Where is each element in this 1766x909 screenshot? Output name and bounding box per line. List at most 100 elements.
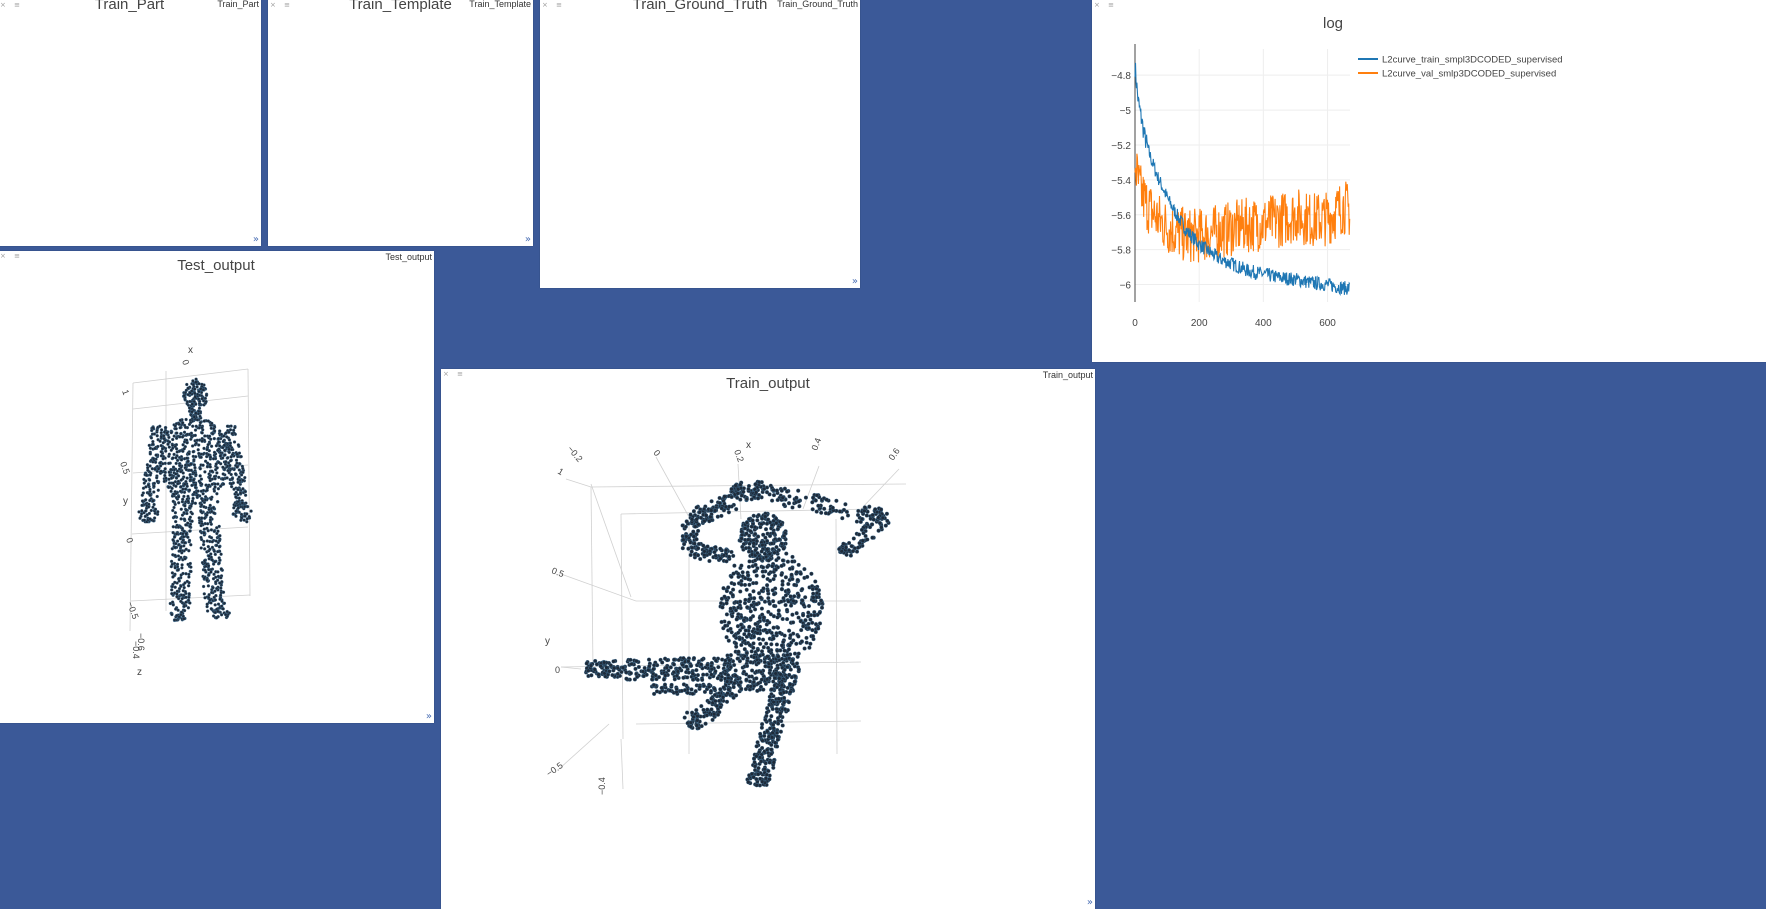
cloud-point — [734, 694, 738, 698]
cloud-point — [733, 681, 737, 685]
cloud-point — [713, 509, 717, 513]
resize-handle-icon[interactable]: » — [253, 234, 259, 245]
cloud-point — [748, 583, 752, 587]
cloud-point — [802, 603, 806, 607]
cloud-point — [768, 761, 772, 765]
cloud-point — [226, 610, 229, 613]
cloud-point — [201, 426, 204, 429]
cloud-point — [799, 572, 803, 576]
cloud-point — [736, 487, 740, 491]
cloud-point — [761, 570, 765, 574]
resize-handle-icon[interactable]: » — [426, 711, 432, 722]
cloud-point — [684, 525, 688, 529]
cloud-point — [186, 580, 189, 583]
cloud-point — [811, 634, 815, 638]
cloud-point — [234, 472, 237, 475]
train-3d-plot[interactable]: x y −0.2 0 0.2 0.4 0.6 1 0.5 0 −0.5 −0.4 — [441, 369, 1095, 909]
cloud-point — [662, 678, 666, 682]
cloud-point — [813, 614, 817, 618]
cloud-point — [723, 495, 727, 499]
cloud-point — [222, 607, 225, 610]
cloud-point — [767, 572, 771, 576]
cloud-point — [740, 564, 744, 568]
cloud-point — [207, 584, 210, 587]
cloud-point — [189, 478, 192, 481]
cloud-point — [204, 596, 207, 599]
cloud-point — [177, 474, 180, 477]
cloud-point — [149, 452, 152, 455]
cloud-point — [240, 513, 243, 516]
cloud-point — [660, 661, 664, 665]
cloud-point — [663, 674, 667, 678]
cloud-point — [215, 587, 218, 590]
cloud-point — [207, 574, 210, 577]
cloud-point — [230, 473, 233, 476]
resize-handle-icon[interactable]: » — [525, 234, 531, 245]
cloud-point — [767, 649, 771, 653]
cloud-point — [202, 492, 205, 495]
cloud-point — [725, 601, 729, 605]
cloud-point — [774, 517, 778, 521]
test-3d-plot[interactable]: x y z 0 1 0.5 0 −0.5 −0.6 −0.4 — [0, 251, 434, 723]
cloud-point — [193, 388, 196, 391]
cloud-point — [216, 610, 219, 613]
window-train-ground-truth[interactable]: × ≡ Train_Ground_Truth Train_Ground_Trut… — [540, 0, 860, 288]
cloud-point — [852, 537, 856, 541]
window-train-part[interactable]: × ≡ Train_Part Train_Part » — [0, 0, 261, 246]
cloud-point — [196, 494, 199, 497]
chart-title: log — [1323, 15, 1343, 32]
x-tick-label: 200 — [1191, 318, 1208, 329]
cloud-point — [761, 574, 765, 578]
cloud-point — [863, 509, 867, 513]
cloud-point — [703, 519, 707, 523]
cloud-point — [683, 716, 687, 720]
cloud-point — [691, 672, 695, 676]
cloud-point — [777, 677, 781, 681]
cloud-point — [776, 626, 780, 630]
cloud-point — [203, 531, 206, 534]
resize-handle-icon[interactable]: » — [852, 276, 858, 287]
cloud-point — [763, 600, 767, 604]
cloud-point — [241, 502, 244, 505]
cloud-point — [612, 660, 616, 664]
cloud-point — [766, 596, 770, 600]
cloud-point — [192, 479, 195, 482]
window-train-template[interactable]: × ≡ Train_Template Train_Template » — [268, 0, 533, 246]
cloud-point — [182, 589, 185, 592]
cloud-point — [178, 580, 181, 583]
cloud-point — [235, 491, 238, 494]
cloud-point — [173, 506, 176, 509]
cloud-point — [602, 661, 606, 665]
cloud-point — [773, 741, 777, 745]
cloud-point — [144, 485, 147, 488]
window-train-output[interactable]: × ≡ Train_output Train_output x y −0.2 — [441, 369, 1095, 909]
cloud-point — [155, 476, 158, 479]
cloud-point — [689, 553, 693, 557]
cloud-point — [713, 550, 717, 554]
cloud-point — [718, 501, 722, 505]
cloud-point — [152, 457, 155, 460]
cloud-point — [797, 616, 801, 620]
cloud-point — [171, 576, 174, 579]
cloud-point — [752, 642, 756, 646]
cloud-point — [740, 537, 744, 541]
cloud-point — [720, 507, 724, 511]
cloud-point — [149, 474, 152, 477]
window-test-output[interactable]: × ≡ Test_output Test_output x y z 0 1 0.… — [0, 251, 434, 723]
cloud-point — [235, 515, 238, 518]
resize-handle-icon[interactable]: » — [1087, 897, 1093, 908]
cloud-point — [152, 500, 155, 503]
cloud-point — [730, 630, 734, 634]
tick-label: 0.5 — [118, 460, 132, 475]
cloud-point — [194, 466, 197, 469]
cloud-point — [741, 570, 745, 574]
cloud-point — [797, 500, 801, 504]
cloud-point — [797, 594, 801, 598]
chart-legend[interactable]: L2curve_train_smpl3DCODED_supervisedL2cu… — [1358, 55, 1563, 80]
cloud-point — [207, 443, 210, 446]
cloud-point — [186, 477, 189, 480]
cloud-point — [242, 471, 245, 474]
cloud-point — [743, 654, 747, 658]
